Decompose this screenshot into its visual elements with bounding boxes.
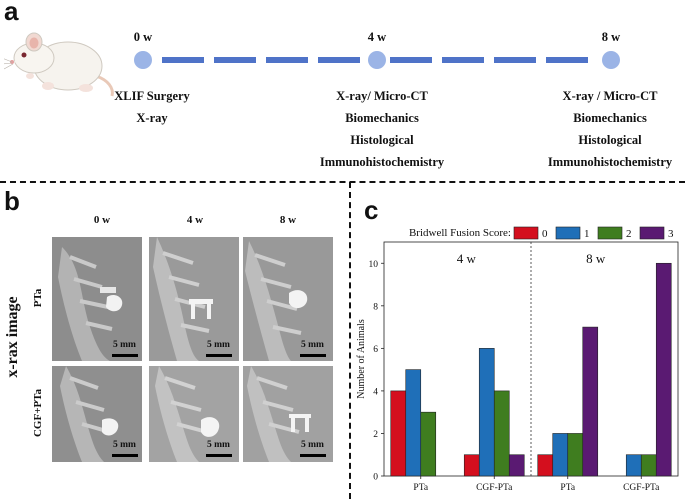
bar-2-score-1 [552,433,569,477]
legend-swatch-0 [513,226,539,240]
bar-2-score-0 [537,454,554,477]
y-tick-label: 4 [373,387,378,397]
bar-0-score-2 [420,411,437,477]
timeline-week-4: 4 w [367,30,387,44]
scale-bar-2 [206,354,232,357]
rat-illustration [4,32,114,97]
vertical-divider [349,182,351,499]
event-8w-3: Histological [578,133,642,147]
bar-1-score-2 [493,390,510,477]
fusion-score-chart: Bridwell Fusion Score: 0 1 2 3 0 2 4 6 8 10 Number … [356,226,679,493]
scale-label-6: 5 mm [301,440,324,450]
col-head-4w: 4 w [186,214,204,226]
col-head-8w: 8 w [279,214,297,226]
bar-0-score-1 [405,369,422,477]
y-tick-label: 6 [373,345,378,355]
scale-label-3: 5 mm [301,340,324,350]
timeline-week-8: 8 w [601,30,621,44]
event-0w-1: XLIF Surgery [114,89,190,103]
x-tick-label: PTa [560,483,575,493]
row-head-pta: PTa [32,288,44,308]
event-4w-4: Immunohistochemistry [319,155,445,169]
bar-0-score-0 [390,390,407,477]
timeline-node-4w [368,51,386,69]
event-8w-4: Immunohistochemistry [547,155,673,169]
legend-title: Bridwell Fusion Score: [409,227,511,239]
event-8w-1: X-ray / Micro-CT [562,89,658,103]
scale-label-5: 5 mm [207,440,230,450]
bar-3-score-2 [640,454,657,477]
bar-1-score-0 [463,454,480,477]
col-head-0w: 0 w [93,214,111,226]
bar-2-score-2 [567,433,584,477]
scale-label-2: 5 mm [207,340,230,350]
xray-pta-8w [243,237,333,361]
y-tick-label: 10 [369,260,379,270]
y-axis-label: Number of Animals [356,319,367,399]
scale-label-1: 5 mm [113,340,136,350]
event-4w-1: X-ray/ Micro-CT [336,89,428,103]
legend-swatch-1 [555,226,581,240]
x-tick-label: PTa [413,483,428,493]
y-tick-label: 2 [373,430,378,440]
xray-cgf-4w [149,366,239,462]
timeline-node-0w [134,51,152,69]
row-head-cgf-pta: CGF+PTa [32,388,44,438]
timeline-track [134,51,620,69]
panel-a-letter: a [4,0,19,26]
legend-swatch-2 [597,226,623,240]
bar-3-score-1 [625,454,642,477]
xray-cgf-8w [243,366,333,462]
legend-label-2: 2 [626,228,632,240]
bar-1-score-1 [478,348,495,477]
legend-label-3: 3 [668,228,674,240]
panel-b-letter: b [4,186,20,216]
scale-label-4: 5 mm [113,440,136,450]
horizontal-divider [0,181,685,183]
scale-bar-3 [300,354,326,357]
y-tick-label: 8 [373,302,378,312]
legend-swatch-3 [639,226,665,240]
x-tick-label: CGF-PTa [476,483,513,493]
timeline-week-0: 0 w [133,30,153,44]
scale-bar-1 [112,354,138,357]
xray-pta-4w [149,237,239,361]
xray-cgf-0w [52,366,142,462]
scale-bar-5 [206,454,232,457]
legend-label-0: 0 [542,228,548,240]
y-tick-label: 0 [373,473,378,483]
legend-label-1: 1 [584,228,590,240]
scale-bar-4 [112,454,138,457]
bar-2-score-3 [582,326,599,477]
event-4w-2: Biomechanics [345,111,419,125]
bar-1-score-3 [508,454,525,477]
timeline-node-8w [602,51,620,69]
panel-week-label: 4 w [457,251,477,266]
event-4w-3: Histological [350,133,414,147]
bar-3-score-3 [655,262,672,477]
panel-week-label: 8 w [586,251,606,266]
event-8w-2: Biomechanics [573,111,647,125]
x-tick-label: CGF-PTa [623,483,660,493]
xray-side-title: x-rax image [4,296,21,378]
scale-bar-6 [300,454,326,457]
event-0w-2: X-ray [136,111,168,125]
panel-c-letter: c [364,195,379,225]
xray-pta-0w [52,237,142,361]
